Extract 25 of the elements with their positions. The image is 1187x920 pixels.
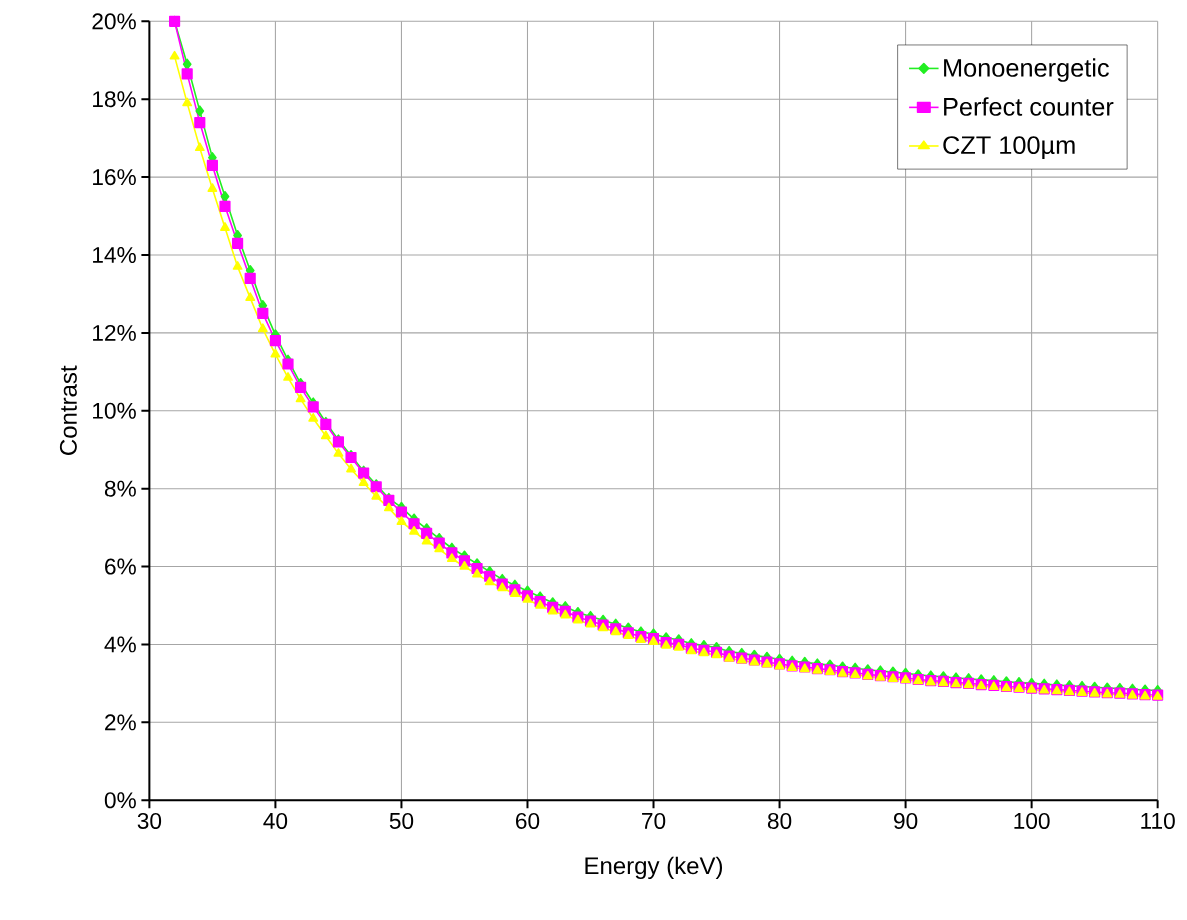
x-axis-title: Energy (keV) (585, 856, 723, 879)
y-tick-label: 18% (93, 91, 136, 108)
y-tick-label: 10% (93, 402, 136, 419)
x-tick-label: 80 (767, 812, 792, 829)
y-tick-label: 16% (93, 168, 136, 186)
y-tick-label: 6% (105, 558, 136, 575)
legend-label: Monoenergetic (944, 58, 1109, 82)
legend-label: CZT 100µm (943, 136, 1075, 159)
legend-label: Perfect counter (944, 97, 1114, 116)
x-tick-label: 40 (263, 812, 288, 829)
x-tick-label: 30 (137, 812, 162, 829)
y-tick-label: 8% (104, 480, 136, 497)
x-tick-label: 100 (1014, 812, 1050, 829)
y-tick-label: 4% (104, 636, 136, 653)
x-tick-label: 70 (642, 812, 666, 829)
y-axis-title: Contrast (59, 365, 77, 455)
x-tick-label: 60 (516, 812, 540, 829)
y-tick-label: 20% (92, 13, 136, 30)
y-tick-label: 14% (93, 246, 136, 263)
y-tick-label: 2% (105, 714, 136, 731)
x-tick-label: 110 (1141, 812, 1175, 829)
y-tick-label: 0% (104, 792, 136, 809)
x-tick-label: 50 (389, 812, 414, 829)
x-tick-label: 90 (894, 812, 918, 829)
y-tick-label: 12% (93, 324, 136, 341)
